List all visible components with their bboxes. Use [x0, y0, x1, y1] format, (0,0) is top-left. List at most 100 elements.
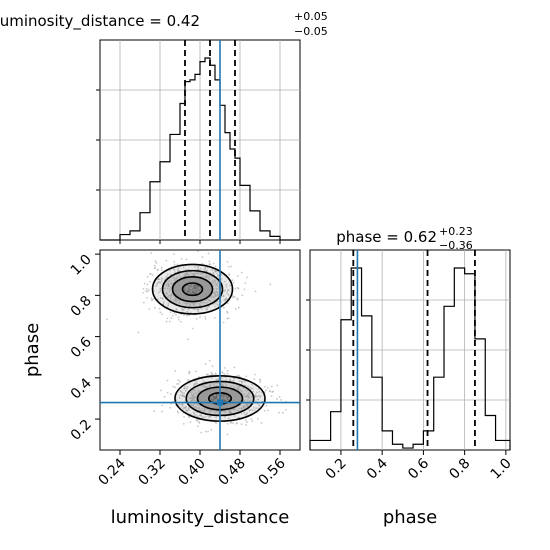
luminosity-distance-x-ticks: 0.24 0.32 0.40 0.48 0.56: [95, 450, 289, 489]
joint-sample-point: [207, 386, 209, 389]
joint-sample-point: [226, 433, 229, 436]
joint-sample-point: [205, 291, 208, 294]
joint-sample-point: [169, 311, 172, 314]
joint-sample-point: [169, 296, 172, 299]
joint-sample-point: [184, 287, 187, 290]
joint-sample-point: [168, 290, 171, 293]
phase-ytick-label-3: 0.8: [68, 293, 95, 320]
joint-sample-point: [230, 404, 232, 407]
joint-sample-point: [203, 409, 206, 411]
joint-sample-point: [185, 409, 187, 412]
joint-sample-point: [208, 263, 211, 266]
joint-sample-point: [245, 413, 248, 416]
joint-sample-point: [201, 262, 203, 265]
joint-sample-point: [173, 312, 176, 314]
joint-sample-point: [195, 308, 198, 311]
joint-sample-point: [226, 395, 229, 397]
joint-sample-point: [200, 431, 203, 434]
joint-sample-point: [214, 305, 217, 308]
joint-sample-point: [270, 395, 273, 397]
joint-sample-point: [195, 302, 198, 304]
joint-sample-point: [239, 408, 242, 410]
joint-sample-point: [200, 272, 202, 275]
joint-sample-point: [204, 293, 207, 295]
joint-sample-point: [201, 397, 203, 400]
joint-sample-point: [266, 386, 269, 389]
joint-sample-point: [211, 281, 214, 284]
joint-sample-point: [197, 420, 200, 423]
joint-sample-point: [215, 378, 218, 381]
joint-sample-point: [210, 296, 213, 298]
joint-sample-point: [243, 393, 246, 395]
joint-sample-point: [203, 416, 205, 419]
joint-sample-point: [172, 276, 175, 279]
joint-sample-point: [245, 404, 248, 407]
joint-sample-point: [222, 295, 225, 297]
joint-sample-point: [185, 303, 188, 306]
joint-sample-point: [205, 275, 208, 278]
joint-sample-point: [175, 313, 177, 316]
joint-sample-point: [222, 306, 225, 309]
joint-sample-point: [255, 391, 258, 394]
joint-sample-point: [159, 282, 162, 284]
joint-sample-point: [217, 407, 220, 410]
joint-sample-point: [215, 398, 218, 401]
joint-sample-point: [193, 396, 195, 398]
joint-sample-point: [244, 418, 247, 421]
joint-sample-point: [264, 385, 266, 388]
joint-sample-point: [164, 277, 167, 280]
joint-sample-point: [169, 279, 172, 282]
luminosity-distance-histogram-panel: luminosity_distance = 0.42 +0.05 −0.05: [0, 10, 328, 244]
luminosity-distance-xtick-label-0: 0.24: [95, 455, 128, 488]
joint-sample-point: [209, 383, 212, 386]
joint-sample-point: [180, 403, 182, 406]
joint-sample-point: [227, 405, 230, 408]
joint-sample-point: [213, 411, 216, 413]
joint-sample-point: [214, 302, 216, 305]
joint-sample-point: [176, 383, 178, 385]
joint-sample-point: [204, 285, 207, 287]
joint-sample-point: [156, 269, 159, 272]
joint-density-samples: [106, 250, 287, 436]
joint-sample-point: [197, 407, 200, 409]
joint-sample-point: [204, 276, 207, 279]
joint-sample-point: [226, 312, 229, 314]
joint-sample-point: [205, 386, 208, 389]
joint-sample-point: [201, 416, 204, 419]
joint-sample-point: [195, 370, 197, 373]
joint-sample-point: [162, 303, 165, 306]
joint-contour-0-3: [181, 282, 204, 297]
joint-sample-point: [191, 397, 194, 399]
joint-sample-point: [209, 292, 211, 294]
joint-sample-point: [207, 415, 210, 418]
joint-sample-point: [211, 391, 214, 393]
joint-sample-point: [223, 280, 226, 283]
joint-sample-point: [184, 286, 187, 288]
joint-sample-point: [146, 290, 149, 293]
joint-sample-point: [194, 407, 197, 410]
joint-sample-point: [231, 295, 234, 297]
joint-sample-point: [198, 404, 201, 407]
luminosity-distance-title: luminosity_distance = 0.42: [0, 12, 200, 31]
joint-sample-point: [199, 316, 201, 319]
joint-sample-point: [162, 301, 165, 303]
joint-sample-point: [196, 286, 199, 289]
joint-sample-point: [232, 385, 235, 388]
joint-sample-point: [222, 321, 225, 324]
joint-sample-point: [225, 410, 228, 413]
joint-sample-point: [188, 298, 191, 301]
joint-sample-point: [167, 285, 170, 288]
joint-sample-point: [221, 372, 224, 374]
joint-sample-point: [237, 387, 240, 390]
joint-sample-point: [257, 407, 260, 410]
joint-sample-point: [197, 309, 200, 311]
joint-sample-point: [187, 314, 190, 317]
joint-sample-point: [170, 317, 173, 320]
joint-sample-point: [236, 399, 239, 401]
joint-sample-point: [215, 288, 218, 290]
joint-sample-point: [184, 295, 187, 298]
joint-sample-point: [193, 402, 196, 405]
joint-sample-point: [185, 273, 188, 276]
phase-xtick-label-3: 0.8: [446, 456, 473, 483]
joint-sample-point: [178, 299, 181, 302]
